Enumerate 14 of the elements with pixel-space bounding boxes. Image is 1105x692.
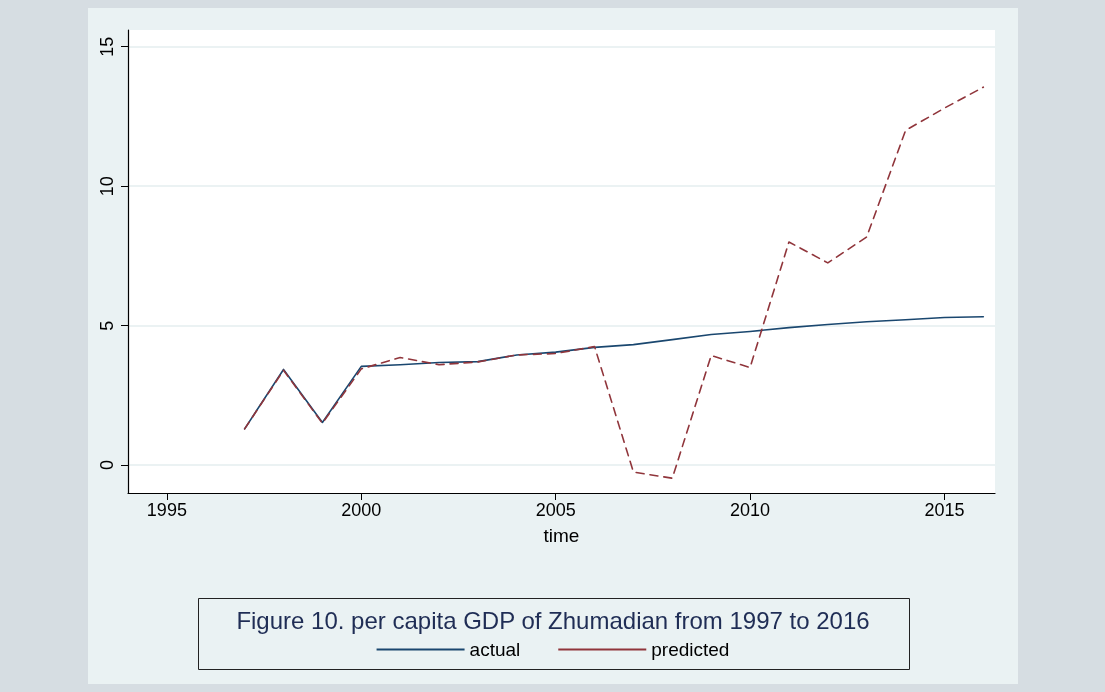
line-series <box>243 86 985 480</box>
text: Figure 10. per capita GDP of Zhumadian from 1997 to 2016 <box>236 606 870 634</box>
y-tick-label: 0 <box>97 460 117 471</box>
x-tick-label: 2010 <box>730 500 771 520</box>
y-tick-label: 5 <box>97 320 117 331</box>
x-tick-label: 1995 <box>146 500 187 520</box>
x-tick-label: 2005 <box>535 500 576 520</box>
y-tick-label: 15 <box>97 36 117 57</box>
x-axis-title: time <box>543 525 580 546</box>
x-tick-label: 2015 <box>924 500 965 520</box>
y-tick-label: 10 <box>97 176 117 197</box>
legend-label: actual <box>469 639 521 660</box>
legend-label: predicted <box>651 639 730 660</box>
x-tick-label: 2000 <box>341 500 382 520</box>
